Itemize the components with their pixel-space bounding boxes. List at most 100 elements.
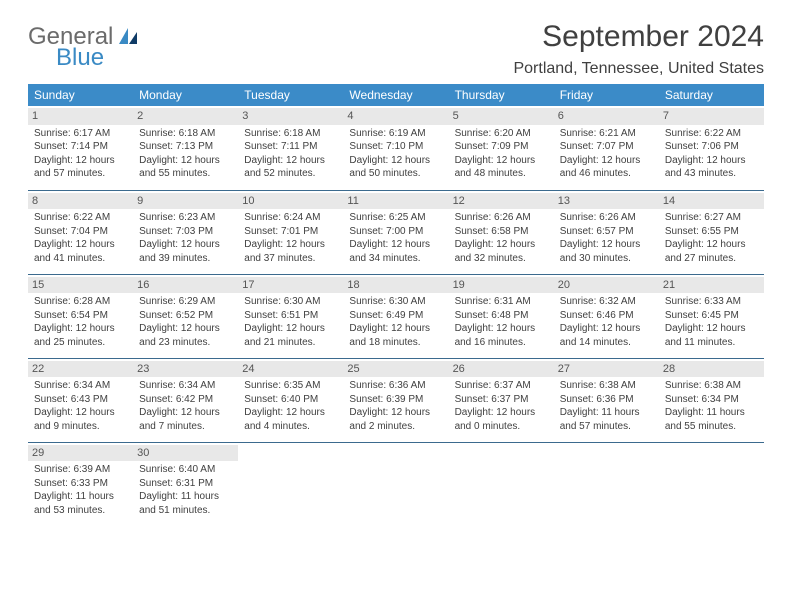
- page-title: September 2024: [513, 20, 764, 54]
- day-sunrise: Sunrise: 6:32 AM: [560, 295, 653, 309]
- day-number: 12: [449, 193, 554, 210]
- day-d2: and 50 minutes.: [349, 167, 442, 181]
- day-sunrise: Sunrise: 6:30 AM: [244, 295, 337, 309]
- day-sunset: Sunset: 6:33 PM: [34, 477, 127, 491]
- day-sunrise: Sunrise: 6:22 AM: [665, 127, 758, 141]
- day-d1: Daylight: 12 hours: [349, 238, 442, 252]
- day-sunset: Sunset: 7:10 PM: [349, 140, 442, 154]
- day-d2: and 21 minutes.: [244, 336, 337, 350]
- day-sunrise: Sunrise: 6:38 AM: [560, 379, 653, 393]
- day-sunrise: Sunrise: 6:23 AM: [139, 211, 232, 225]
- day-number: 18: [343, 277, 448, 294]
- day-d2: and 4 minutes.: [244, 420, 337, 434]
- day-d2: and 34 minutes.: [349, 252, 442, 266]
- calendar-day-cell: 20Sunrise: 6:32 AMSunset: 6:46 PMDayligh…: [554, 274, 659, 358]
- day-sunset: Sunset: 6:43 PM: [34, 393, 127, 407]
- day-d2: and 55 minutes.: [139, 167, 232, 181]
- day-sunrise: Sunrise: 6:30 AM: [349, 295, 442, 309]
- day-d1: Daylight: 12 hours: [560, 154, 653, 168]
- day-d2: and 23 minutes.: [139, 336, 232, 350]
- day-sunset: Sunset: 6:57 PM: [560, 225, 653, 239]
- calendar-day-cell: 16Sunrise: 6:29 AMSunset: 6:52 PMDayligh…: [133, 274, 238, 358]
- day-sunrise: Sunrise: 6:18 AM: [139, 127, 232, 141]
- day-number: 28: [659, 361, 764, 378]
- day-d1: Daylight: 12 hours: [665, 322, 758, 336]
- day-number: 29: [28, 445, 133, 462]
- calendar-week-row: 1 Sunrise: 6:17 AMSunset: 7:14 PM Daylight…: [28, 106, 764, 190]
- weekday-header: Saturday: [659, 84, 764, 106]
- day-number: 10: [238, 193, 343, 210]
- calendar-day-cell: 9Sunrise: 6:23 AMSunset: 7:03 PMDaylight…: [133, 190, 238, 274]
- day-sunset: Sunset: 7:13 PM: [139, 140, 232, 154]
- day-sunrise: Sunrise: 6:17 AM: [34, 127, 127, 141]
- day-d1: Daylight: 11 hours: [560, 406, 653, 420]
- day-d2: and 57 minutes.: [560, 420, 653, 434]
- calendar-day-cell: 10Sunrise: 6:24 AMSunset: 7:01 PMDayligh…: [238, 190, 343, 274]
- day-number: 25: [343, 361, 448, 378]
- day-sunrise: Sunrise: 6:34 AM: [34, 379, 127, 393]
- day-d1: Daylight: 12 hours: [139, 322, 232, 336]
- day-sunset: Sunset: 6:42 PM: [139, 393, 232, 407]
- day-number: 11: [343, 193, 448, 210]
- day-d1: Daylight: 12 hours: [665, 238, 758, 252]
- calendar-day-cell: 23Sunrise: 6:34 AMSunset: 6:42 PMDayligh…: [133, 358, 238, 442]
- logo: General Blue: [28, 20, 139, 70]
- day-number: 1: [28, 108, 133, 125]
- day-d1: Daylight: 12 hours: [560, 322, 653, 336]
- day-sunset: Sunset: 6:48 PM: [455, 309, 548, 323]
- day-sunrise: Sunrise: 6:40 AM: [139, 463, 232, 477]
- calendar-week-row: 22Sunrise: 6:34 AMSunset: 6:43 PMDayligh…: [28, 358, 764, 442]
- day-d1: Daylight: 12 hours: [244, 406, 337, 420]
- day-d2: and 18 minutes.: [349, 336, 442, 350]
- day-sunset: Sunset: 7:01 PM: [244, 225, 337, 239]
- day-d2: and 25 minutes.: [34, 336, 127, 350]
- weekday-header: Sunday: [28, 84, 133, 106]
- day-number: 20: [554, 277, 659, 294]
- day-d2: and 46 minutes.: [560, 167, 653, 181]
- day-d2: and 51 minutes.: [139, 504, 232, 518]
- calendar-day-cell: 3Sunrise: 6:18 AMSunset: 7:11 PMDaylight…: [238, 106, 343, 190]
- day-d1: Daylight: 12 hours: [455, 154, 548, 168]
- day-sunrise: Sunrise: 6:37 AM: [455, 379, 548, 393]
- calendar-day-cell: 6Sunrise: 6:21 AMSunset: 7:07 PMDaylight…: [554, 106, 659, 190]
- calendar-day-cell: 11Sunrise: 6:25 AMSunset: 7:00 PMDayligh…: [343, 190, 448, 274]
- day-d1: Daylight: 12 hours: [244, 154, 337, 168]
- calendar-day-cell: 1Sunrise: 6:17 AMSunset: 7:14 PMDaylight…: [28, 106, 133, 190]
- day-sunset: Sunset: 6:45 PM: [665, 309, 758, 323]
- calendar-week-row: 15Sunrise: 6:28 AMSunset: 6:54 PMDayligh…: [28, 274, 764, 358]
- day-d1: Daylight: 12 hours: [34, 238, 127, 252]
- day-sunset: Sunset: 7:09 PM: [455, 140, 548, 154]
- day-sunset: Sunset: 6:39 PM: [349, 393, 442, 407]
- day-d2: and 7 minutes.: [139, 420, 232, 434]
- day-d1: Daylight: 12 hours: [244, 238, 337, 252]
- day-d2: and 39 minutes.: [139, 252, 232, 266]
- calendar-day-cell: 30Sunrise: 6:40 AMSunset: 6:31 PMDayligh…: [133, 442, 238, 526]
- day-d2: and 2 minutes.: [349, 420, 442, 434]
- day-sunset: Sunset: 7:07 PM: [560, 140, 653, 154]
- day-number: 16: [133, 277, 238, 294]
- day-sunrise: Sunrise: 6:27 AM: [665, 211, 758, 225]
- day-sunset: Sunset: 6:54 PM: [34, 309, 127, 323]
- day-sunrise: Sunrise: 6:18 AM: [244, 127, 337, 141]
- day-number: 8: [28, 193, 133, 210]
- logo-text: General Blue: [28, 24, 113, 70]
- day-sunrise: Sunrise: 6:29 AM: [139, 295, 232, 309]
- calendar-day-cell: [659, 442, 764, 526]
- day-d2: and 30 minutes.: [560, 252, 653, 266]
- weekday-header: Monday: [133, 84, 238, 106]
- day-number: 19: [449, 277, 554, 294]
- day-sunset: Sunset: 6:36 PM: [560, 393, 653, 407]
- day-d1: Daylight: 12 hours: [560, 238, 653, 252]
- day-d2: and 41 minutes.: [34, 252, 127, 266]
- day-sunrise: Sunrise: 6:34 AM: [139, 379, 232, 393]
- day-number: 27: [554, 361, 659, 378]
- day-d2: and 11 minutes.: [665, 336, 758, 350]
- day-d2: and 0 minutes.: [455, 420, 548, 434]
- day-number: 15: [28, 277, 133, 294]
- day-d2: and 53 minutes.: [34, 504, 127, 518]
- sail-icon: [117, 26, 139, 53]
- day-sunrise: Sunrise: 6:26 AM: [560, 211, 653, 225]
- day-sunset: Sunset: 6:58 PM: [455, 225, 548, 239]
- day-sunset: Sunset: 7:06 PM: [665, 140, 758, 154]
- day-sunset: Sunset: 7:14 PM: [34, 140, 127, 154]
